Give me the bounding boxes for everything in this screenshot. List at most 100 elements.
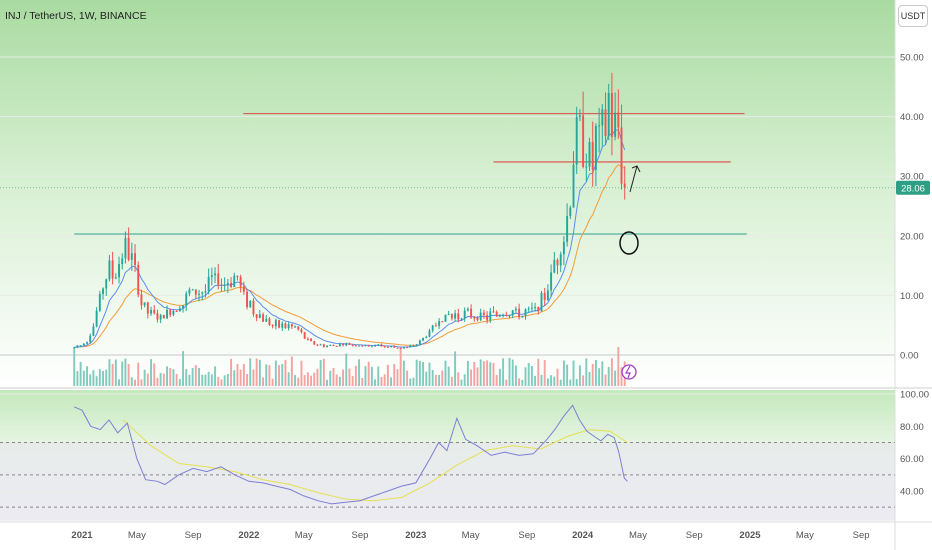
volume-bar bbox=[316, 368, 319, 386]
candle-body bbox=[86, 342, 88, 344]
volume-bar bbox=[434, 374, 437, 386]
volume-bar bbox=[511, 359, 514, 386]
volume-bar bbox=[566, 364, 569, 386]
volume-bar bbox=[220, 379, 223, 386]
rsi-axis[interactable]: 40.00 60.00 80.00 100.00 bbox=[900, 390, 929, 498]
volume-bar bbox=[598, 368, 601, 386]
volume-bar bbox=[252, 369, 255, 386]
volume-bar bbox=[556, 368, 559, 386]
volume-bar bbox=[530, 366, 533, 386]
volume-bar bbox=[425, 371, 428, 386]
time-tick-label: Sep bbox=[518, 530, 535, 541]
volume-bar bbox=[367, 361, 370, 386]
time-tick-label: 2021 bbox=[71, 530, 93, 541]
volume-bar bbox=[383, 374, 386, 386]
candle-body bbox=[370, 346, 373, 348]
arrow-annotation[interactable] bbox=[629, 165, 641, 193]
candle-body bbox=[511, 310, 514, 316]
volume-bar bbox=[572, 360, 575, 386]
volume-bar bbox=[207, 371, 210, 386]
candle-body bbox=[428, 330, 431, 337]
candle-body bbox=[415, 344, 418, 346]
candle-body bbox=[354, 345, 357, 347]
candle-body bbox=[380, 344, 383, 347]
candle-body bbox=[546, 290, 549, 301]
last-price-marker: 28.06 bbox=[0, 180, 930, 195]
last-price-label: 28.06 bbox=[901, 183, 925, 194]
candle-body bbox=[332, 345, 335, 347]
candle-body bbox=[194, 289, 197, 295]
volume-bar bbox=[236, 364, 239, 386]
candle-body bbox=[300, 329, 303, 333]
volume-bar bbox=[319, 360, 322, 386]
chart-title: INJ / TetherUS, 1W, BINANCE bbox=[5, 10, 147, 22]
candle-body bbox=[402, 347, 405, 349]
price-axis[interactable]: 0.00 10.00 20.00 30.00 40.00 50.00 bbox=[900, 53, 924, 362]
candle-body bbox=[223, 284, 226, 286]
time-tick-label: May bbox=[462, 530, 480, 541]
volume-bar bbox=[534, 375, 537, 386]
candle-body bbox=[620, 127, 623, 184]
candle-body bbox=[319, 344, 322, 346]
volume-bar bbox=[594, 360, 597, 386]
candle-body bbox=[268, 318, 271, 326]
candle-body bbox=[130, 253, 133, 260]
candle-body bbox=[364, 345, 367, 347]
candle-body bbox=[217, 273, 220, 285]
candle-body bbox=[297, 326, 300, 330]
volume-bar bbox=[348, 368, 351, 386]
candle-body bbox=[134, 253, 136, 265]
candle-body bbox=[495, 312, 498, 317]
circle-annotation[interactable] bbox=[619, 231, 639, 255]
rsi-tick-label: 60.00 bbox=[900, 454, 924, 465]
candle-body bbox=[246, 291, 249, 308]
volume-bar bbox=[255, 358, 258, 386]
candle-body bbox=[278, 320, 281, 328]
candle-body bbox=[98, 294, 101, 311]
volume-bar bbox=[374, 379, 377, 386]
candle-body bbox=[207, 276, 210, 292]
time-axis[interactable]: 2021 May Sep 2022 May Sep 2023 May Sep 2024 May Sep… bbox=[71, 530, 869, 541]
candle-body bbox=[143, 302, 146, 306]
candlesticks[interactable] bbox=[73, 72, 626, 349]
currency-button[interactable]: USDT bbox=[898, 5, 928, 27]
candle-body bbox=[348, 343, 351, 345]
candle-body bbox=[140, 294, 143, 306]
volume-bar bbox=[582, 375, 585, 386]
candle-body bbox=[527, 308, 530, 310]
volume-bar bbox=[223, 375, 226, 386]
candle-body bbox=[578, 115, 581, 117]
candle-body bbox=[178, 308, 181, 312]
volume-bar bbox=[102, 370, 104, 386]
candle-body bbox=[351, 344, 354, 346]
candle-body bbox=[89, 335, 92, 343]
last-price-badge bbox=[896, 180, 930, 195]
volume-bar bbox=[204, 374, 207, 386]
time-tick-label: May bbox=[629, 530, 647, 541]
candle-body bbox=[239, 276, 242, 287]
volume-bar bbox=[194, 365, 197, 386]
candle-body bbox=[540, 292, 543, 312]
volume-bar bbox=[553, 376, 556, 386]
volume-bar bbox=[345, 353, 348, 386]
candle-body bbox=[550, 272, 553, 291]
candle-body bbox=[508, 315, 511, 317]
candle-body bbox=[198, 293, 201, 295]
candle-body bbox=[492, 311, 495, 313]
candle-body bbox=[258, 314, 261, 318]
volume-bar bbox=[550, 375, 553, 386]
volume-bar bbox=[258, 359, 261, 386]
volume-bar bbox=[226, 374, 229, 386]
candle-body bbox=[73, 347, 76, 349]
volume-bar bbox=[217, 376, 220, 386]
candle-body bbox=[137, 264, 140, 295]
candle-body bbox=[409, 345, 412, 348]
event-icon[interactable] bbox=[621, 364, 637, 380]
candle-body bbox=[386, 346, 389, 348]
candle-body bbox=[252, 300, 255, 315]
volume-bar bbox=[406, 370, 409, 386]
candle-body bbox=[479, 312, 482, 321]
volume-bar bbox=[428, 362, 431, 386]
candle-body bbox=[338, 343, 341, 346]
